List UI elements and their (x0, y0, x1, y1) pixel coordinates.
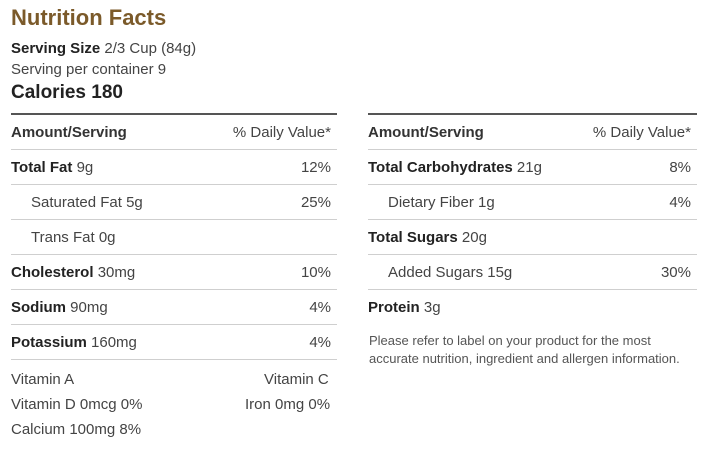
nutrient-row-total-carbohydrates: Total Carbohydrates 21g 8% (368, 150, 697, 185)
nutrient-label: Added Sugars 15g (388, 264, 512, 281)
nutrient-row-protein: Protein 3g (368, 290, 697, 324)
nutrient-row-added-sugars: Added Sugars 15g 30% (368, 255, 697, 290)
nutrient-pct: 4% (669, 194, 691, 211)
right-divider (368, 113, 697, 115)
page-title: Nutrition Facts (11, 5, 167, 30)
nutrient-amount: 1g (478, 194, 495, 211)
serving-size-value: 2/3 Cup (84g) (104, 40, 197, 57)
nutrient-name: Dietary Fiber (388, 194, 474, 211)
nutrient-row-total-sugars: Total Sugars 20g (368, 220, 697, 255)
nutrient-name: Trans Fat (31, 229, 95, 246)
serving-size: Serving Size 2/3 Cup (84g) (11, 40, 196, 57)
nutrient-pct: 30% (660, 264, 691, 281)
daily-value-header: % Daily Value* (592, 124, 691, 141)
nutrient-amount: 160mg (91, 334, 137, 351)
nutrient-row-cholesterol: Cholesterol 30mg 10% (11, 255, 337, 290)
vitamin-d: Vitamin D 0mcg 0% (11, 396, 143, 413)
nutrient-pct: 4% (309, 299, 331, 316)
nutrient-amount: 90mg (70, 299, 108, 316)
nutrient-label: Sodium 90mg (11, 299, 108, 316)
nutrient-label: Total Fat 9g (11, 159, 93, 176)
left-divider (11, 113, 337, 115)
nutrient-amount: 3g (423, 299, 441, 316)
vitamin-a: Vitamin A (11, 371, 75, 388)
nutrient-amount: 21g (516, 159, 542, 176)
nutrient-name: Total Fat (11, 159, 73, 176)
iron: Iron 0mg 0% (245, 396, 331, 413)
calories: Calories 180 (11, 82, 123, 103)
nutrient-label: Protein 3g (368, 299, 441, 316)
vitamin-c: Vitamin C (264, 371, 329, 388)
nutrient-row-sodium: Sodium 90mg 4% (11, 290, 337, 325)
nutrient-pct: 10% (300, 264, 331, 281)
servings-per-container: Serving per container 9 (11, 61, 167, 78)
nutrient-name: Potassium (11, 334, 87, 351)
right-nutrient-table: Amount/Serving % Daily Value* Total Carb… (368, 115, 697, 324)
calcium: Calcium 100mg 8% (11, 421, 142, 438)
nutrient-label: Saturated Fat 5g (31, 194, 143, 211)
disclaimer-note: Please refer to label on your product fo… (369, 333, 680, 366)
nutrient-pct: 4% (309, 334, 331, 351)
nutrient-name: Total Sugars (368, 229, 458, 246)
nutrient-row-trans-fat: Trans Fat 0g (11, 220, 337, 255)
nutrient-label: Cholesterol 30mg (11, 264, 135, 281)
nutrient-name: Sodium (11, 299, 66, 316)
nutrient-label: Trans Fat 0g (31, 229, 116, 246)
serving-size-label: Serving Size (11, 40, 101, 57)
nutrient-pct: 12% (300, 159, 331, 176)
nutrient-label: Potassium 160mg (11, 334, 137, 351)
nutrient-label: Dietary Fiber 1g (388, 194, 495, 211)
nutrient-amount: 5g (126, 194, 143, 211)
nutrient-row-potassium: Potassium 160mg 4% (11, 325, 337, 360)
daily-value-header: % Daily Value* (232, 124, 331, 141)
nutrient-amount: 15g (487, 264, 513, 281)
left-nutrient-table: Amount/Serving % Daily Value* Total Fat … (11, 115, 337, 360)
nutrient-name: Added Sugars (388, 264, 484, 281)
nutrient-amount: 0g (98, 229, 116, 246)
nutrient-pct: 8% (669, 159, 691, 176)
nutrient-pct: 25% (300, 194, 331, 211)
table-header: Amount/Serving % Daily Value* (368, 115, 697, 150)
nutrient-amount: 30mg (97, 264, 136, 281)
nutrient-label: Total Carbohydrates 21g (368, 159, 542, 176)
nutrient-amount: 20g (461, 229, 487, 246)
amount-serving-header: Amount/Serving (11, 124, 127, 141)
amount-serving-header: Amount/Serving (368, 124, 484, 141)
nutrient-name: Cholesterol (11, 264, 94, 281)
nutrient-amount: 9g (76, 159, 94, 176)
nutrient-label: Total Sugars 20g (368, 229, 487, 246)
nutrient-row-saturated-fat: Saturated Fat 5g 25% (11, 185, 337, 220)
nutrient-name: Total Carbohydrates (368, 159, 513, 176)
nutrient-row-dietary-fiber: Dietary Fiber 1g 4% (368, 185, 697, 220)
table-header: Amount/Serving % Daily Value* (11, 115, 337, 150)
nutrient-name: Saturated Fat (31, 194, 122, 211)
nutrient-name: Protein (368, 299, 420, 316)
nutrient-row-total-fat: Total Fat 9g 12% (11, 150, 337, 185)
